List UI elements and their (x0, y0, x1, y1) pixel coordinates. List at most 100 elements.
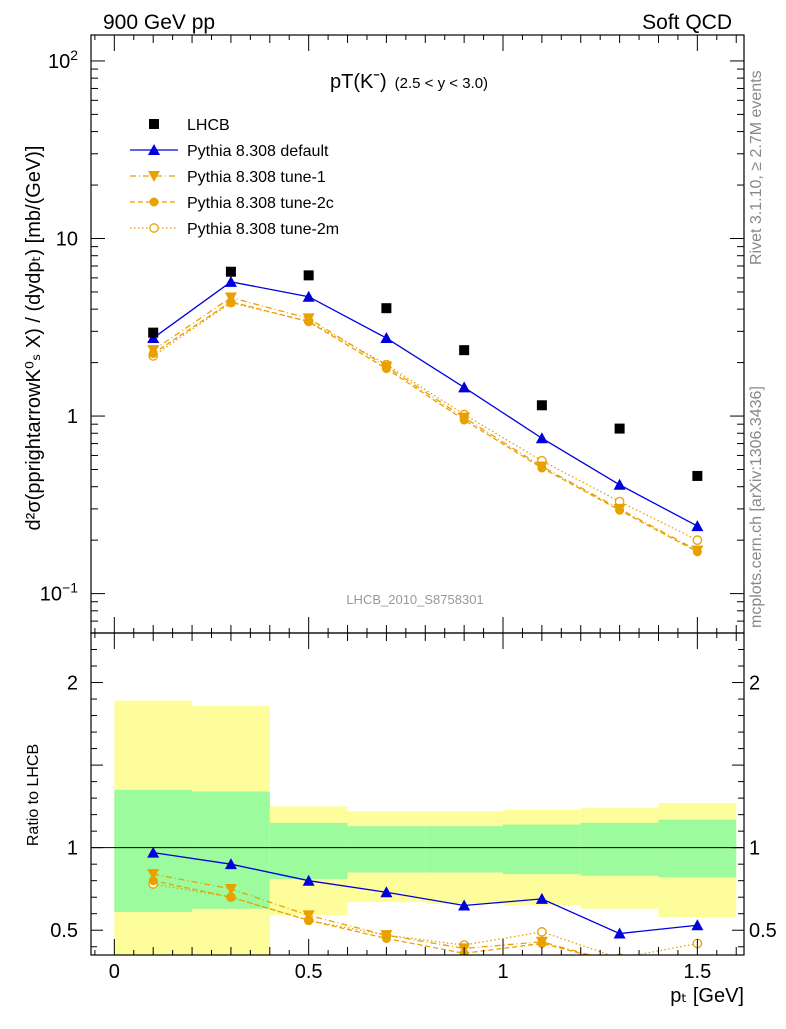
uncertainty-band-inner (347, 826, 426, 873)
x-tick-label: 0 (109, 961, 120, 983)
mc-point (535, 432, 548, 444)
ratio-y-ticks: 0.5 0.5 1 1 2 2 (50, 649, 777, 948)
mc-point (380, 332, 393, 344)
ratio-point (615, 959, 624, 968)
legend-label: Pythia 8.308 tune-2m (187, 221, 339, 238)
mc-point (224, 292, 237, 304)
data-point (692, 470, 703, 481)
mc-point (535, 461, 548, 473)
ratio-point (147, 846, 160, 858)
data-point (303, 270, 314, 281)
series-line (152, 281, 698, 527)
ratio-point (613, 927, 626, 939)
ratio-frame (90, 632, 745, 956)
legend-marker (149, 223, 159, 233)
x-ticks: 0 0.5 1 1.5 (94, 35, 737, 983)
ratio-point (380, 886, 393, 898)
ratio-y-axis-label: Ratio to LHCB (25, 744, 42, 846)
mc-point (147, 345, 160, 357)
legend-marker (148, 144, 160, 155)
source-label: mcplots.cern.ch [arXiv:1306.3436] (748, 386, 765, 628)
series-line (152, 296, 698, 552)
main-y-axis-label: d²σ(pprightarrowK⁰ₛ X) / (dydpₜ) [mb/(Ge… (23, 146, 45, 531)
ratio-series-line (153, 851, 698, 935)
analysis-label: LHCB_2010_S8758301 (346, 592, 483, 607)
ratio-y-tick-label-left: 0.5 (50, 920, 78, 942)
x-axis-label: pₜ [GeV] (670, 985, 744, 1007)
legend-entry: LHCB (149, 117, 230, 134)
legend: LHCB Pythia 8.308 default Pythia 8.308 tun… (130, 117, 339, 238)
mc-point (691, 520, 704, 532)
data-point (536, 400, 547, 411)
ratio-point (535, 936, 548, 948)
main-y-ticks: 10−1 1 10 102 (40, 47, 744, 634)
legend-marker (149, 119, 159, 129)
y-tick-label: 10−1 (40, 580, 78, 606)
legend-label: Pythia 8.308 tune-2c (187, 195, 334, 212)
ratio-point (224, 858, 237, 870)
x-tick-label: 1.5 (683, 961, 711, 983)
uncertainty-band-inner (580, 822, 659, 876)
ratio-plot-area (91, 700, 744, 969)
series-line (152, 301, 698, 553)
mc-point (302, 313, 315, 325)
y-tick-label: 10 (56, 229, 78, 251)
ratio-point (380, 930, 393, 942)
main-panel: 10−1 1 10 102 (40, 34, 745, 634)
mc-point (691, 545, 704, 557)
mc-point (613, 503, 626, 515)
legend-entry: Pythia 8.308 default (130, 143, 329, 160)
legend-entry: Pythia 8.308 tune-2c (130, 195, 334, 212)
uncertainty-band-inner (269, 822, 348, 880)
ratio-y-tick-label-left: 2 (67, 673, 78, 695)
ratio-y-tick-label-right: 2 (749, 673, 760, 695)
ratio-point (226, 892, 236, 902)
mc-point (380, 361, 393, 373)
ratio-point (458, 899, 471, 911)
ratio-y-tick-label-left: 1 (67, 838, 78, 860)
ratio-y-tick-label-right: 1 (749, 838, 760, 860)
ratio-point (302, 874, 315, 886)
ratio-point (148, 876, 158, 886)
data-point (225, 266, 236, 277)
rivet-label: Rivet 3.1.10, ≥ 2.7M events (748, 70, 765, 265)
ratio-point (614, 958, 626, 969)
y-tick-label: 1 (67, 406, 78, 428)
ratio-series-line (153, 873, 593, 955)
x-tick-label: 1 (497, 961, 508, 983)
mc-point (224, 275, 237, 287)
ratio-panel: 0.5 0.5 1 1 2 2 0 0.5 1 1.5 (50, 35, 777, 983)
legend-label: Pythia 8.308 default (187, 143, 329, 160)
ratio-point (224, 883, 237, 895)
data-point (614, 423, 625, 434)
main-plot-area (147, 266, 704, 557)
legend-marker (148, 171, 160, 182)
ratio-series-line (153, 880, 590, 955)
mc-point (613, 478, 626, 490)
ratio-point (537, 927, 547, 937)
mc-point (458, 381, 471, 393)
header-right: Soft QCD (642, 11, 732, 34)
legend-label: LHCB (187, 117, 230, 134)
data-point (459, 345, 470, 356)
legend-label: Pythia 8.308 tune-1 (187, 169, 326, 186)
ratio-point (147, 869, 160, 881)
ratio-point (691, 919, 704, 931)
ratio-point (535, 892, 548, 904)
legend-marker (149, 197, 159, 207)
series-line (152, 301, 698, 541)
ratio-y-tick-label-right: 0.5 (749, 920, 777, 942)
mc-point (692, 535, 703, 546)
legend-entry: Pythia 8.308 tune-1 (130, 169, 326, 186)
y-tick-label: 102 (48, 47, 78, 73)
data-point (148, 327, 159, 338)
ratio-point (302, 910, 315, 922)
mc-point (302, 290, 315, 302)
data-point (381, 303, 392, 314)
x-tick-label: 0.5 (295, 961, 323, 983)
plot-title: pT(Kˉ) (2.5 < y < 3.0) (330, 71, 488, 93)
mc-point (458, 412, 471, 424)
header-left: 900 GeV pp (103, 11, 215, 34)
legend-entry: Pythia 8.308 tune-2m (130, 221, 339, 238)
